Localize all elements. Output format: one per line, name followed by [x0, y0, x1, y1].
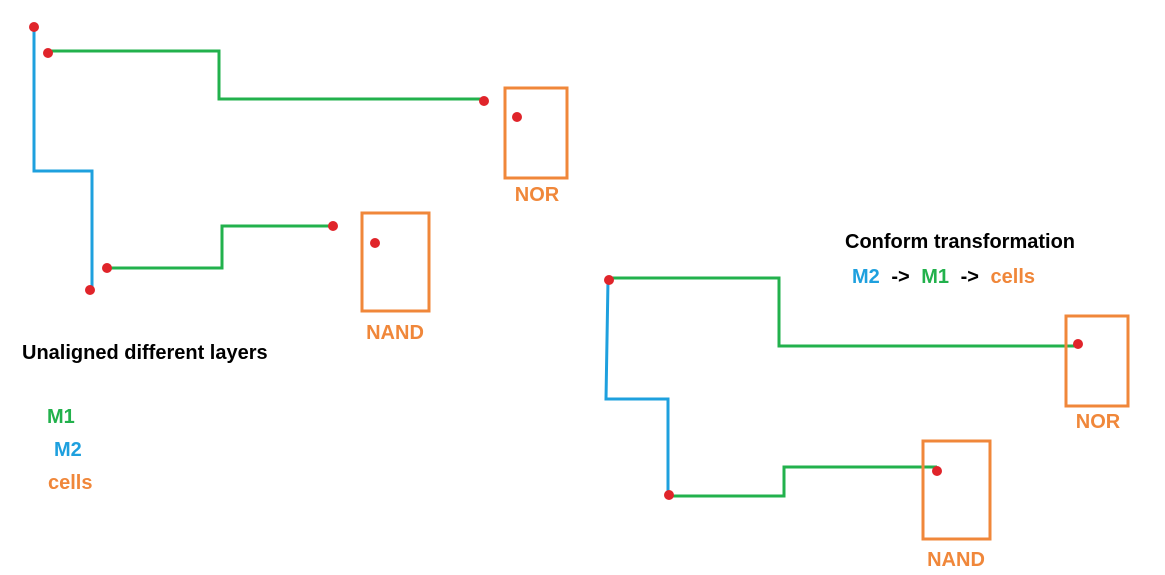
legend-cells: cells [48, 472, 92, 494]
left-pin-m2-top [29, 22, 39, 32]
legend-m1: M1 [47, 406, 75, 428]
right-nor-label: NOR [1076, 411, 1121, 433]
order-m2: M2 [852, 266, 880, 288]
order-arrow-1: -> [891, 266, 909, 288]
left-nand-label: NAND [366, 322, 424, 344]
left-pin-m1-nor-end [479, 96, 489, 106]
order-cells: cells [991, 266, 1035, 288]
right-nand-label: NAND [927, 549, 985, 571]
right-nand-cell [921, 439, 992, 541]
left-m2-route [32, 27, 94, 289]
right-pin-junction-top [604, 275, 614, 285]
right-pin-junction-bottom [664, 490, 674, 500]
left-pin-nor-cell [512, 112, 522, 122]
right-nor-cell [1064, 314, 1130, 408]
legend-m2: M2 [54, 439, 82, 461]
right-m1-route-nand [668, 465, 937, 498]
left-title: Unaligned different layers [22, 342, 268, 364]
right-title: Conform transformation [845, 231, 1075, 253]
left-pin-nand-cell [370, 238, 380, 248]
left-pin-m2-bottom [85, 285, 95, 295]
left-pin-m1-nand-start [102, 263, 112, 273]
right-panel: Conform transformation M2 -> M1 -> cells… [604, 231, 1130, 571]
left-pin-m1-start [43, 48, 53, 58]
left-pin-m1-nand-end [328, 221, 338, 231]
right-pin-nand-cell [932, 466, 942, 476]
left-m1-route-nand [107, 224, 333, 270]
order-arrow-2: -> [961, 266, 979, 288]
left-m1-route-nor [47, 49, 484, 101]
layer-order: M2 -> M1 -> cells [852, 266, 1035, 288]
left-nor-label: NOR [515, 184, 560, 206]
right-m2-route [604, 279, 670, 496]
left-panel: NOR NAND Unaligned different layers M1 M… [22, 22, 569, 494]
left-nand-cell [360, 211, 431, 313]
right-m1-route-nor [608, 276, 1077, 348]
right-pin-nor-cell [1073, 339, 1083, 349]
order-m1: M1 [921, 266, 949, 288]
left-nor-cell [503, 86, 569, 180]
